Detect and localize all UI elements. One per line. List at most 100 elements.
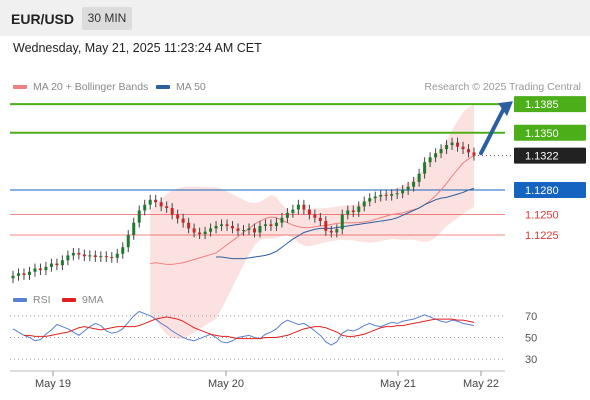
candle-body (401, 190, 405, 194)
candle-body (456, 142, 460, 147)
candle-body (55, 263, 59, 266)
rsi-tick-label: 70 (525, 311, 537, 323)
candle-body (44, 266, 48, 271)
candle-body (115, 253, 119, 258)
candle-body (77, 252, 81, 255)
timeframe-button[interactable]: 30 MIN (82, 7, 132, 30)
candle-body (357, 206, 361, 213)
rsi-tick-label: 30 (525, 354, 537, 366)
ma50-line (216, 187, 475, 260)
candle-body (412, 181, 416, 187)
candle-body (203, 231, 207, 235)
candle-body (406, 186, 410, 190)
candle-body (110, 257, 114, 259)
candle-body (231, 225, 235, 229)
target-arrow-head (498, 101, 513, 117)
legend-ma20: MA 20 + Bollinger Bands (13, 81, 148, 93)
candle-body (428, 157, 432, 163)
candle-body (291, 209, 295, 213)
candle-body (33, 268, 37, 272)
candle-body (351, 210, 355, 213)
candle-body (187, 222, 191, 229)
x-tick-label: May 20 (208, 378, 244, 390)
candle-body (121, 247, 125, 254)
candle-body (280, 217, 284, 223)
candle-body (132, 222, 136, 235)
candle-body (296, 204, 300, 210)
candle-body (192, 228, 196, 233)
candle-body (307, 209, 311, 215)
datetime-label: Wednesday, May 21, 2025 11:23:24 AM CET (13, 41, 262, 55)
candle-body (22, 273, 26, 276)
candle-body (220, 224, 224, 226)
candle-body (165, 206, 169, 208)
symbol-label: EUR/USD (11, 11, 75, 27)
candle-body (38, 268, 42, 271)
candle-body (71, 252, 75, 256)
candle-body (11, 275, 15, 279)
level-label-4: 1.1225 (525, 230, 559, 242)
candle-body (49, 263, 53, 267)
level-box-1 (514, 124, 586, 141)
candle-body (384, 194, 388, 196)
current-price-label: 1.1322 (525, 151, 559, 163)
candle-body (302, 204, 306, 210)
candle-body (258, 225, 262, 233)
candle-body (395, 193, 399, 195)
candle-body (269, 224, 273, 226)
level-label-0: 1.1385 (525, 99, 559, 111)
candle-body (181, 218, 185, 223)
rsi-tick-label: 50 (525, 333, 537, 345)
candle-body (242, 230, 245, 232)
candle-body (66, 255, 70, 261)
candle-body (82, 254, 86, 257)
candle-body (423, 162, 427, 174)
credit-text: Research © 2025 Trading Central (424, 81, 581, 93)
candle-body (362, 201, 366, 207)
candle-body (461, 146, 465, 150)
candle-body (329, 230, 333, 233)
candle-body (417, 173, 421, 182)
bollinger-band (150, 104, 474, 339)
legend-9ma: 9MA (62, 294, 104, 306)
candle-body (346, 210, 350, 215)
legend-rsi-label: RSI (33, 294, 51, 306)
legend-9ma-label: 9MA (82, 294, 104, 306)
candle-body (143, 204, 147, 211)
ma9-swatch (62, 298, 76, 302)
candle-body (252, 228, 256, 233)
candle-body (313, 214, 317, 218)
candle-body (467, 149, 471, 153)
legend-ma50-label: MA 50 (176, 81, 206, 93)
candle-body (198, 232, 202, 235)
candle-body (93, 255, 97, 258)
candle-body (368, 198, 372, 202)
candle-body (390, 194, 394, 196)
x-tick-label: May 19 (35, 378, 71, 390)
current-price-box (514, 147, 586, 164)
x-tick-label: May 21 (380, 378, 416, 390)
candle-body (214, 225, 218, 229)
candle-body (335, 229, 339, 233)
candle-body (154, 199, 158, 203)
candle-body (439, 149, 443, 154)
candle-body (247, 228, 251, 231)
candle-body (373, 196, 377, 199)
level-box-0 (514, 96, 586, 113)
candle-body (434, 153, 438, 158)
candle-body (16, 273, 20, 276)
candle-body (340, 214, 344, 230)
candle-body (379, 194, 383, 197)
level-label-1: 1.1350 (525, 128, 559, 140)
candle-body (318, 217, 322, 222)
candle-body (170, 207, 174, 215)
level-label-3: 1.1250 (525, 210, 559, 222)
rsi-ma9-line (23, 316, 475, 340)
candle-body (126, 234, 130, 248)
candle-body (274, 222, 278, 226)
level-label-2: 1.1280 (525, 185, 559, 197)
rsi-line (12, 310, 475, 346)
legend-ma20-label: MA 20 + Bollinger Bands (33, 81, 149, 93)
candle-body (148, 199, 152, 205)
